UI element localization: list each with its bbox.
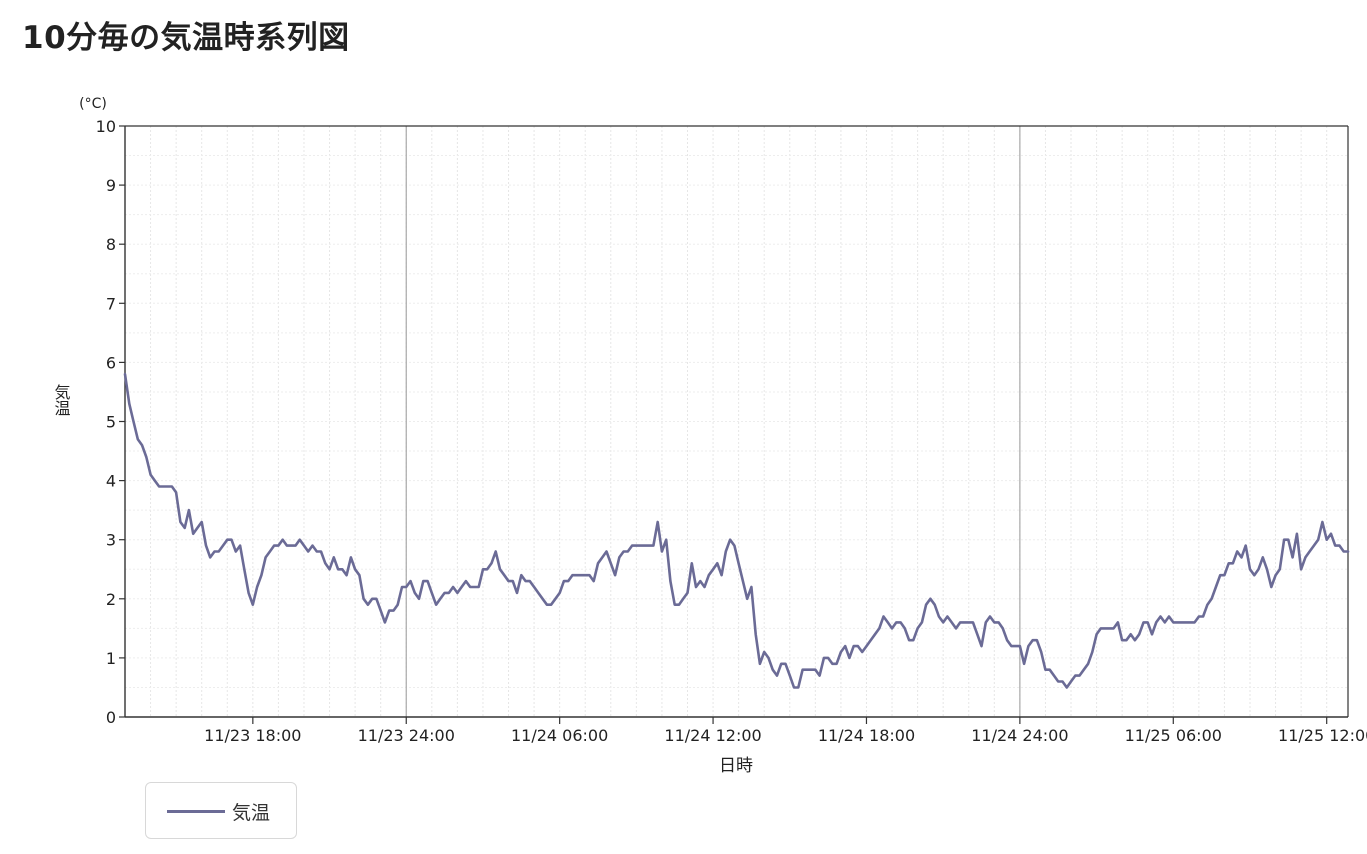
x-tick-label: 11/23 18:00 (204, 726, 301, 745)
y-tick-label: 0 (106, 708, 116, 727)
x-tick-label: 11/24 24:00 (971, 726, 1068, 745)
y-tick-label: 4 (106, 472, 116, 491)
x-tick-label: 11/25 06:00 (1125, 726, 1222, 745)
legend-swatch (167, 810, 225, 813)
y-axis-label: 気温 (52, 384, 71, 416)
y-axis-unit: (°C) (79, 96, 107, 112)
y-tick-label: 2 (106, 590, 116, 609)
x-tick-label: 11/24 18:00 (818, 726, 915, 745)
temperature-chart: 0 1 2 3 4 5 6 7 8 9 10 11/23 18:00 11/23 24:00 11/24… (52, 96, 1367, 776)
y-tick-label: 6 (106, 353, 116, 372)
temperature-series-line (123, 372, 1350, 689)
y-tick-label: 8 (106, 235, 116, 254)
x-tick-label: 11/23 24:00 (358, 726, 455, 745)
y-tick-label: 10 (96, 117, 116, 136)
x-tick-label: 11/24 06:00 (511, 726, 608, 745)
y-tick-label: 1 (106, 649, 116, 668)
minor-gridlines (125, 126, 1348, 717)
y-tick-label: 7 (106, 294, 116, 313)
x-axis-label: 日時 (719, 756, 753, 776)
series-group (123, 372, 1350, 689)
y-tick-label: 9 (106, 176, 116, 195)
y-axis-ticks: 0 1 2 3 4 5 6 7 8 9 10 (96, 117, 125, 727)
chart-axes (124, 125, 1349, 718)
y-tick-label: 3 (106, 531, 116, 550)
legend[interactable]: 気温 (145, 782, 297, 839)
legend-label: 気温 (232, 802, 271, 824)
x-axis-ticks: 11/23 18:00 11/23 24:00 11/24 06:00 11/24 1… (204, 717, 1367, 745)
major-gridlines (405, 126, 1021, 717)
y-tick-label: 5 (106, 413, 116, 432)
x-tick-label: 11/24 12:00 (664, 726, 761, 745)
x-tick-label: 11/25 12:00 (1278, 726, 1367, 745)
page-title: 10分毎の気温時系列図 (22, 20, 350, 56)
